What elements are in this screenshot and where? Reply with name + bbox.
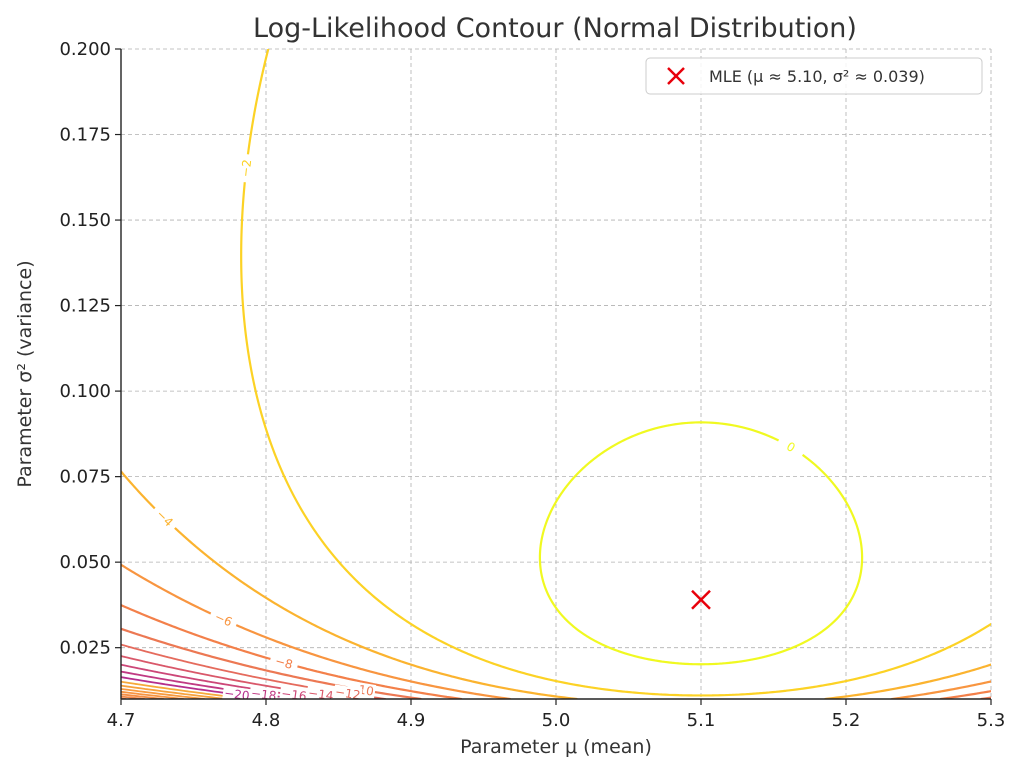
chart-title: Log-Likelihood Contour (Normal Distribut…	[253, 13, 857, 44]
contour-label-bg	[268, 652, 300, 674]
x-axis-label: Parameter μ (mean)	[460, 736, 652, 758]
x-tick-label: 5.2	[832, 710, 861, 731]
y-tick-label: 0.025	[59, 638, 111, 659]
contour-label: −6	[213, 609, 235, 629]
contour-line-neg6	[121, 563, 991, 699]
legend: MLE (μ ≈ 5.10, σ² ≈ 0.039)	[645, 57, 983, 95]
y-tick-label: 0.200	[59, 39, 111, 60]
tick-labels: 4.7 4.8 4.9 5.0 5.1 5.2 5.3 0.025 0.050 0.075 0.10…	[59, 39, 1005, 731]
contour-label: −20	[223, 686, 250, 703]
contour-lines	[121, 49, 991, 699]
x-tick-label: 4.8	[252, 710, 281, 731]
contour-label: −12	[334, 685, 361, 703]
legend-box	[645, 57, 983, 95]
contour-line-neg32	[121, 695, 146, 699]
x-tick-label: 5.1	[687, 710, 716, 731]
contour-label-bg	[279, 686, 309, 699]
y-tick-label: 0.050	[59, 552, 111, 573]
contour-label: −18	[250, 686, 277, 703]
contour-label: −16	[280, 686, 307, 703]
contour-labels: 0−2−4−6−8−10−12−14−16−18−20	[149, 153, 807, 703]
y-tick-label: 0.100	[59, 381, 111, 402]
y-tick-label: 0.175	[59, 125, 111, 146]
y-tick-label: 0.150	[59, 210, 111, 231]
x-tick-label: 5.3	[977, 710, 1006, 731]
mle-marker-layer	[691, 589, 711, 610]
legend-x-marker-icon	[667, 67, 685, 85]
legend-label: MLE (μ ≈ 5.10, σ² ≈ 0.039)	[709, 67, 925, 86]
contour-label: −2	[238, 159, 254, 178]
y-tick-label: 0.125	[59, 296, 111, 317]
contour-label-bg	[237, 153, 255, 183]
grid	[120, 48, 992, 699]
x-tick-label: 5.0	[542, 710, 571, 731]
y-tick-label: 0.075	[59, 467, 111, 488]
contour-label-bg	[149, 503, 180, 534]
contour-line-neg24	[121, 684, 227, 699]
mle-marker-stroke	[691, 589, 711, 610]
x-tick-label: 4.9	[397, 710, 426, 731]
contour-label: −14	[307, 686, 334, 703]
y-axis-label: Parameter σ² (variance)	[14, 260, 36, 487]
contour-label-bg	[207, 607, 240, 632]
contour-label-bg	[775, 433, 807, 461]
contour-label-bg	[332, 684, 363, 699]
x-tick-label: 4.7	[107, 710, 136, 731]
contour-label: −8	[274, 654, 295, 672]
